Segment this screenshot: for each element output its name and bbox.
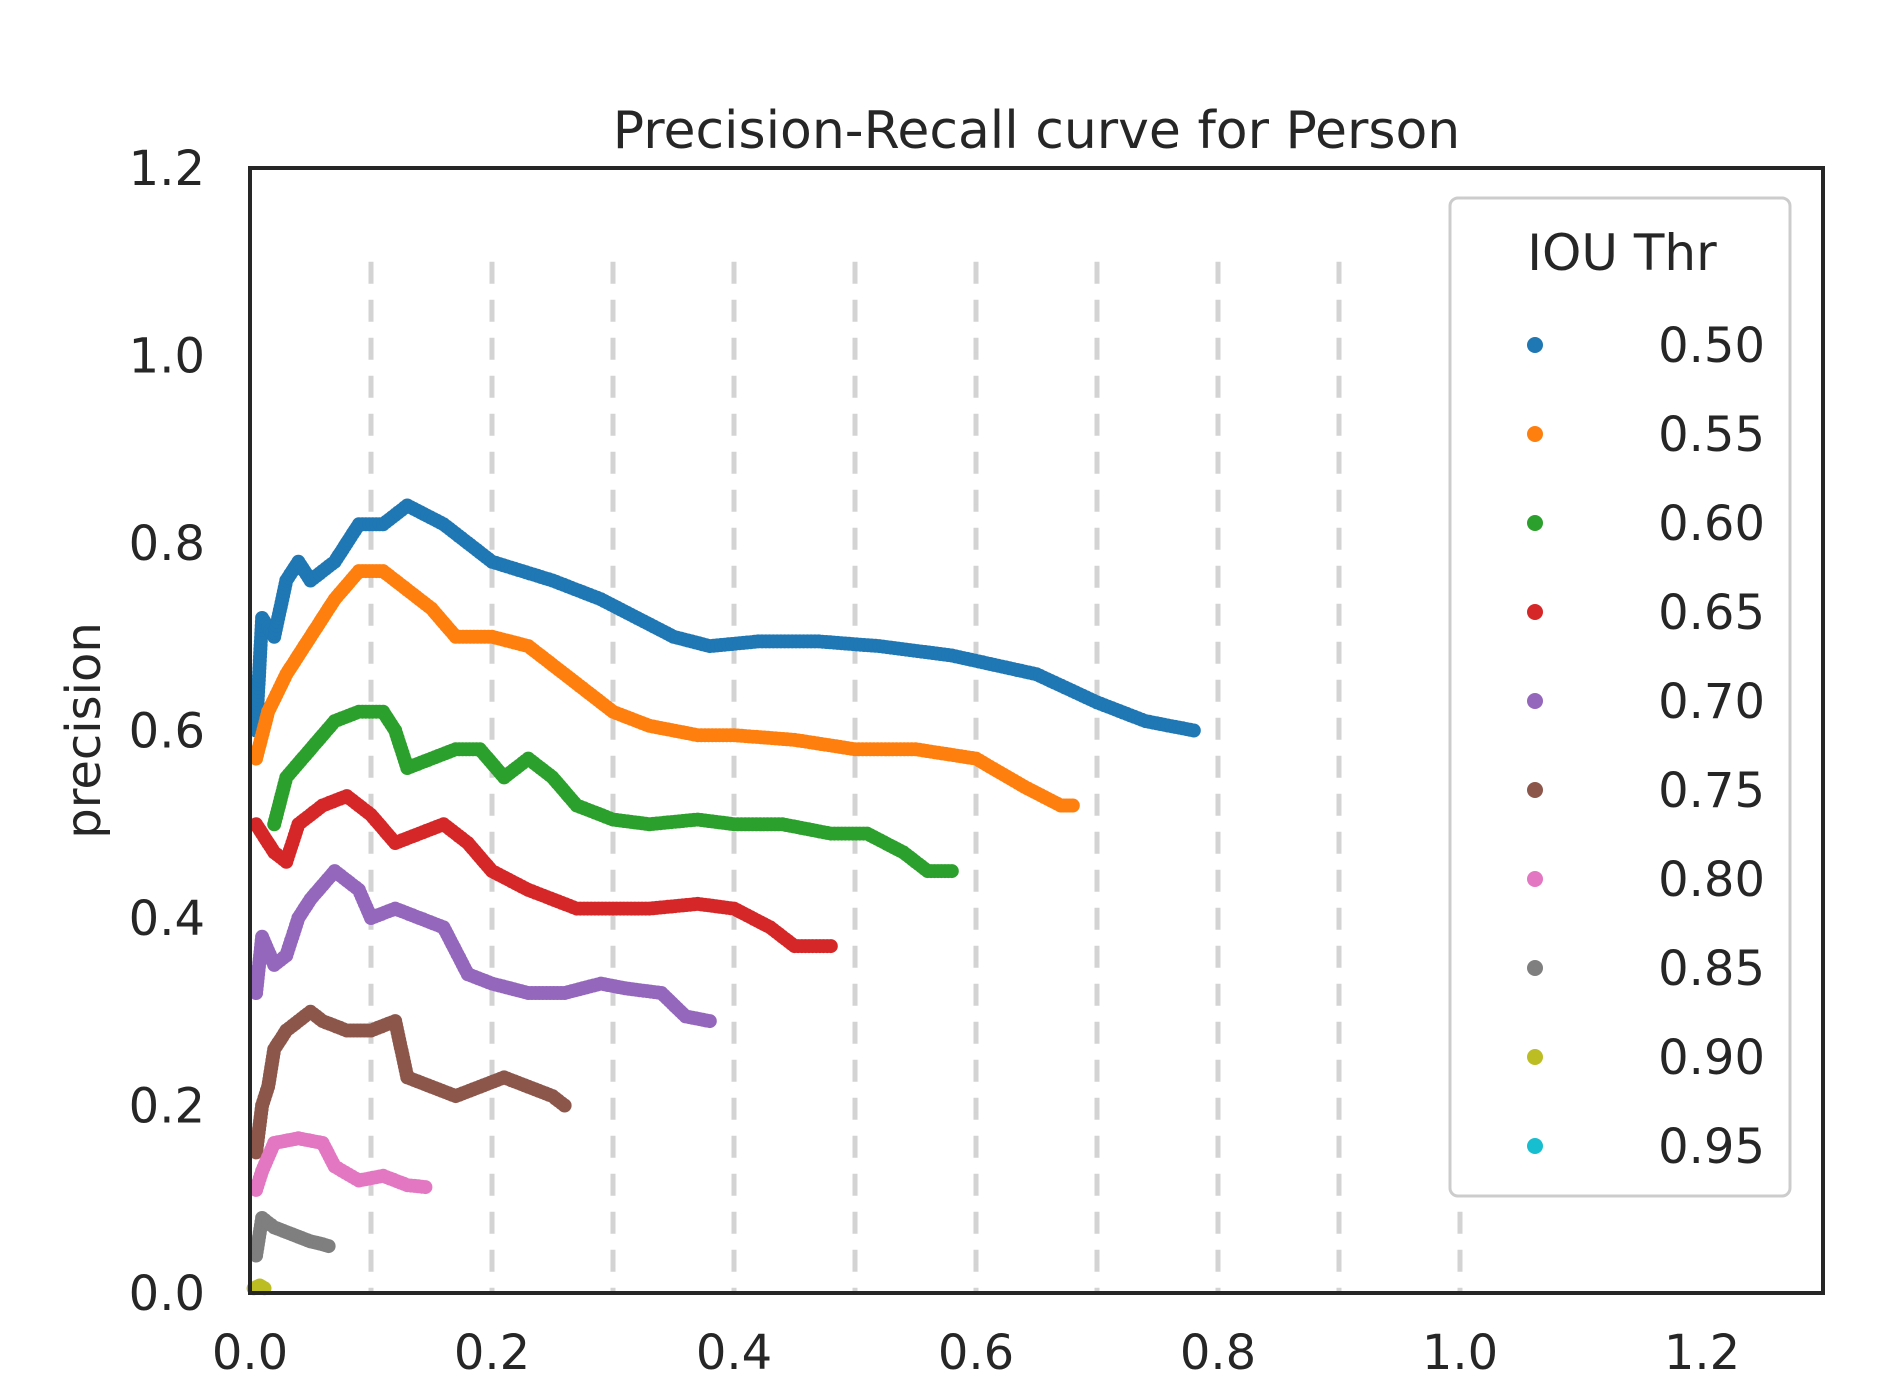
legend-label: 0.90: [1658, 1030, 1765, 1086]
data-point: [418, 1180, 433, 1195]
legend-marker: [1527, 1138, 1543, 1154]
legend-box: [1448, 196, 1792, 1198]
y-tick-label: 0.0: [129, 1266, 205, 1322]
x-tick-label: 0.2: [454, 1325, 530, 1381]
series-0.60: [267, 704, 959, 879]
legend-label: 0.50: [1658, 318, 1765, 374]
legend-title: IOU Thr: [1527, 224, 1717, 282]
series-0.55: [249, 564, 1080, 813]
legend-label: 0.95: [1658, 1119, 1765, 1175]
legend-label: 0.85: [1658, 941, 1765, 997]
legend-marker: [1527, 782, 1543, 798]
data-point: [944, 864, 959, 879]
legend-entries: 0.50 0.55 0.60 0.65 0.70 0.75 0.80 0.85 0.90 0.95: [1527, 318, 1765, 1175]
series-0.85: [249, 1211, 336, 1263]
legend-label: 0.60: [1658, 496, 1765, 552]
y-tick-label: 0.6: [129, 704, 205, 760]
series-0.80: [249, 1131, 433, 1197]
data-point: [1065, 798, 1080, 813]
y-tick-label: 0.4: [129, 891, 205, 947]
legend-marker: [1527, 604, 1543, 620]
legend: IOU Thr 0.50 0.55 0.60 0.65 0.70 0.75 0.80 0.85…: [1448, 196, 1792, 1198]
chart-title: Precision-Recall curve for Person: [613, 101, 1460, 161]
legend-marker: [1527, 1049, 1543, 1065]
legend-label: 0.65: [1658, 585, 1765, 641]
x-tick-label: 1.2: [1664, 1325, 1740, 1381]
legend-label: 0.75: [1658, 763, 1765, 819]
data-point: [823, 939, 838, 954]
data-point: [1186, 723, 1201, 738]
series-0.75: [249, 1004, 572, 1160]
legend-marker: [1527, 693, 1543, 709]
legend-marker: [1527, 337, 1543, 353]
legend-marker: [1527, 871, 1543, 887]
x-tick-label: 0.6: [938, 1325, 1014, 1381]
legend-marker: [1527, 426, 1543, 442]
series-0.65: [249, 789, 838, 954]
y-tick-label: 0.2: [129, 1079, 205, 1135]
legend-label: 0.80: [1658, 852, 1765, 908]
x-tick-label: 0.4: [696, 1325, 772, 1381]
data-point: [321, 1239, 336, 1254]
y-tick-label: 1.2: [129, 141, 205, 197]
plot-frame: [248, 166, 1825, 1295]
x-axis-ticks: 0.0 0.2 0.4 0.6 0.8 1.0 1.2: [212, 1325, 1740, 1381]
legend-marker: [1527, 515, 1543, 531]
series-0.70: [249, 864, 717, 1029]
legend-label: 0.55: [1658, 407, 1765, 463]
series-0.50: [249, 498, 1201, 738]
data-point: [557, 1098, 572, 1113]
y-axis-label: precision: [56, 622, 112, 839]
y-axis-ticks: 0.0 0.2 0.4 0.6 0.8 1.0 1.2: [129, 141, 205, 1322]
series-layer: [246, 498, 1201, 1296]
x-tick-label: 0.0: [212, 1325, 288, 1381]
x-tick-label: 0.8: [1180, 1325, 1256, 1381]
legend-label: 0.70: [1658, 674, 1765, 730]
x-tick-label: 1.0: [1422, 1325, 1498, 1381]
y-tick-label: 0.8: [129, 516, 205, 572]
legend-marker: [1527, 960, 1543, 976]
y-tick-label: 1.0: [129, 329, 205, 385]
vertical-gridlines: [368, 261, 1463, 1293]
data-point: [702, 1014, 717, 1029]
